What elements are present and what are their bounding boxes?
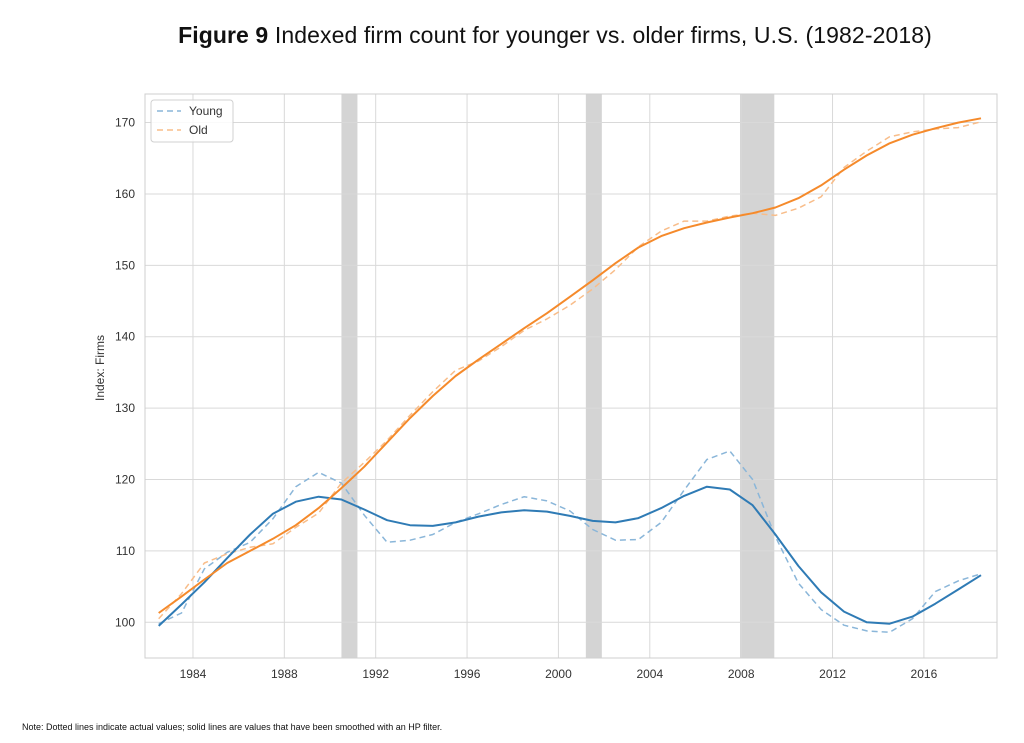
- x-tick-label: 1992: [362, 667, 389, 681]
- x-tick-label: 1996: [454, 667, 481, 681]
- series-line-young-smoothed: [158, 485, 982, 627]
- figure-note: Note: Dotted lines indicate actual value…: [22, 722, 443, 732]
- x-tick-label: 1988: [271, 667, 298, 681]
- figure-label: Figure 9: [178, 22, 269, 48]
- y-tick-label: 140: [115, 330, 135, 344]
- plot-frame: [144, 93, 998, 659]
- recession-band-1: [341, 94, 358, 658]
- legend: Young Old: [150, 99, 234, 143]
- x-tick-label: 2000: [545, 667, 572, 681]
- series-line-young: [158, 450, 982, 634]
- y-tick-label: 120: [115, 473, 135, 487]
- y-tick-label: 100: [115, 615, 135, 629]
- x-tick-label: 2008: [728, 667, 755, 681]
- figure-title: Indexed firm count for younger vs. older…: [274, 22, 932, 48]
- chart-title: Figure 9 Indexed firm count for younger …: [0, 22, 1024, 49]
- legend-label: Old: [189, 123, 208, 137]
- legend-label: Young: [189, 104, 223, 118]
- y-tick-label: 110: [116, 544, 135, 558]
- series-line-old: [158, 121, 982, 620]
- y-tick-label: 170: [115, 116, 135, 130]
- x-tick-label: 2004: [636, 667, 663, 681]
- series-line-old-smoothed: [158, 117, 982, 614]
- y-tick-label: 130: [115, 401, 135, 415]
- recession-band-2: [585, 94, 602, 658]
- y-axis-label: Index: Firms: [93, 335, 107, 401]
- y-tick-label: 160: [115, 187, 135, 201]
- y-tick-label: 150: [115, 258, 135, 272]
- x-tick-label: 2012: [819, 667, 846, 681]
- x-tick-label: 1984: [180, 667, 207, 681]
- x-tick-label: 2016: [911, 667, 938, 681]
- recession-band-3: [740, 94, 775, 658]
